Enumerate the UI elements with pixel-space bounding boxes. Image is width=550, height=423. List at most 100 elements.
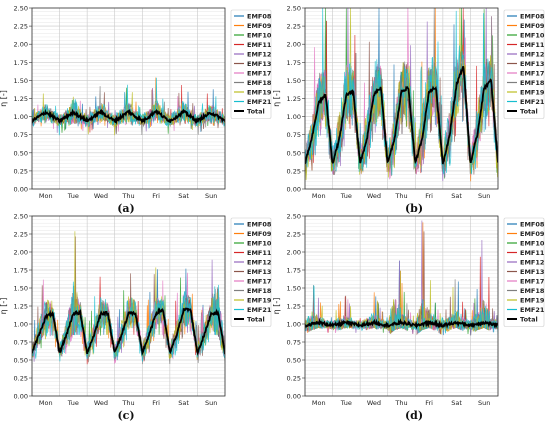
y-tick-label: 2.25 (14, 23, 28, 31)
legend-label: EMF10 (247, 240, 272, 248)
legend-label: EMF11 (520, 249, 545, 257)
y-tick-label: 1.50 (14, 77, 28, 85)
legend-label: EMF08 (247, 221, 272, 229)
y-tick-label: 1.00 (14, 321, 28, 329)
legend-label: EMF18 (247, 79, 272, 87)
panel-label: (a) (117, 202, 135, 215)
x-tick-label: Fri (152, 192, 160, 200)
legend-label: EMF08 (520, 13, 545, 21)
y-tick-label: 0.50 (14, 149, 28, 157)
x-tick-label: Wed (94, 192, 108, 200)
x-tick-label: Wed (367, 399, 381, 407)
plot-frame (31, 7, 226, 190)
y-tick-label: 0.00 (14, 186, 28, 194)
panel-label: (b) (405, 202, 423, 215)
legend-label: EMF19 (247, 89, 272, 97)
data-traces (305, 8, 498, 182)
legend-label: EMF10 (247, 32, 272, 40)
legend-box (230, 217, 272, 327)
y-tick-label: 1.50 (14, 285, 28, 293)
x-tick-label: Mon (312, 399, 326, 407)
legend-box (503, 217, 545, 327)
legend-label: EMF18 (520, 287, 545, 295)
y-axis-label: η [-] (0, 298, 8, 315)
legend-label: Total (520, 108, 538, 116)
y-tick-label: 1.75 (287, 267, 301, 275)
y-tick-label: 0.25 (287, 375, 301, 383)
legend-label: EMF21 (520, 98, 545, 106)
x-tick-label: Fri (425, 192, 433, 200)
x-tick-label: Mon (39, 399, 53, 407)
legend-label: EMF17 (520, 278, 544, 286)
y-tick-label: 1.50 (287, 285, 301, 293)
legend-label: EMF13 (247, 60, 271, 68)
plot-frame (304, 7, 499, 190)
y-tick-label: 1.75 (14, 59, 28, 67)
y-tick-label: 0.50 (14, 357, 28, 365)
y-tick-label: 0.00 (14, 393, 28, 401)
y-tick-label: 0.75 (287, 339, 301, 347)
y-tick-label: 2.50 (14, 213, 28, 221)
legend-box (503, 9, 545, 119)
legend-label: Total (247, 316, 265, 324)
x-tick-label: Thu (121, 399, 134, 407)
y-tick-label: 0.75 (14, 339, 28, 347)
x-tick-label: Fri (152, 399, 160, 407)
x-tick-label: Tue (340, 399, 352, 407)
x-tick-label: Sat (178, 399, 189, 407)
y-tick-label: 2.25 (14, 231, 28, 239)
legend-label: EMF21 (520, 306, 545, 314)
y-tick-label: 1.25 (287, 95, 301, 103)
x-tick-label: Tue (67, 399, 79, 407)
x-tick-label: Mon (312, 192, 326, 200)
panel-label: (c) (117, 409, 134, 422)
x-tick-label: Fri (425, 399, 433, 407)
legend-label: EMF21 (247, 98, 272, 106)
legend-label: EMF13 (247, 268, 271, 276)
x-tick-label: Tue (340, 192, 352, 200)
y-tick-label: 0.25 (14, 167, 28, 175)
y-tick-label: 1.25 (14, 95, 28, 103)
y-tick-label: 2.00 (14, 249, 28, 257)
legend-label: EMF08 (520, 221, 545, 229)
y-tick-label: 1.25 (287, 303, 301, 311)
x-tick-label: Sat (178, 192, 189, 200)
panel-b: 0.00 0.25 0.50 0.75 1.00 1.25 1.50 1.75 2.00 2.25… (272, 5, 545, 216)
y-tick-label: 0.75 (287, 131, 301, 139)
y-tick-label: 2.25 (287, 23, 301, 31)
y-tick-label: 0.00 (287, 186, 301, 194)
y-tick-label: 0.75 (14, 131, 28, 139)
y-tick-label: 2.25 (287, 231, 301, 239)
y-tick-label: 1.75 (287, 59, 301, 67)
legend-box (230, 9, 272, 119)
panel-c: 0.00 0.25 0.50 0.75 1.00 1.25 1.50 1.75 2.00 2.25… (0, 213, 272, 423)
legend-label: EMF12 (247, 51, 271, 59)
legend-label: EMF08 (247, 13, 272, 21)
legend-label: EMF17 (247, 70, 271, 78)
x-tick-label: Thu (121, 192, 134, 200)
legend-label: EMF13 (520, 268, 544, 276)
x-tick-label: Sun (205, 192, 217, 200)
legend-label: EMF17 (520, 70, 544, 78)
legend-label: EMF12 (247, 259, 271, 267)
x-tick-label: Sun (478, 399, 490, 407)
legend-label: Total (247, 108, 265, 116)
y-axis-label: η [-] (0, 90, 8, 107)
panel-d: 0.00 0.25 0.50 0.75 1.00 1.25 1.50 1.75 2.00 2.25… (272, 213, 545, 423)
legend-label: EMF12 (520, 51, 544, 59)
y-tick-label: 2.50 (14, 5, 28, 13)
series-total (305, 65, 498, 165)
y-tick-label: 0.25 (14, 375, 28, 383)
legend-label: EMF13 (520, 60, 544, 68)
legend-label: EMF09 (247, 230, 272, 238)
x-tick-label: Thu (394, 399, 407, 407)
legend-label: EMF09 (520, 22, 545, 30)
y-tick-label: 1.00 (287, 113, 301, 121)
y-axis-label: η [-] (272, 90, 281, 107)
y-tick-label: 2.00 (14, 41, 28, 49)
x-tick-label: Mon (39, 192, 53, 200)
legend-label: EMF09 (520, 230, 545, 238)
legend-label: EMF11 (247, 41, 272, 49)
x-tick-label: Sat (451, 192, 462, 200)
